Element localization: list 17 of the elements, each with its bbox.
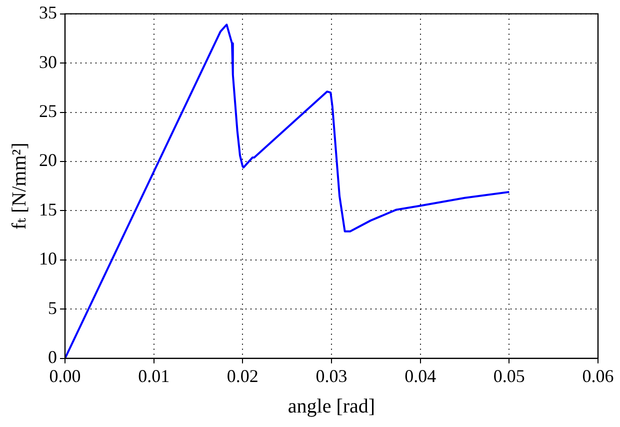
x-tick-label: 0.04 xyxy=(404,366,436,386)
y-axis-title: fₜ [N/mm²] xyxy=(8,142,30,230)
x-tick-label: 0.01 xyxy=(138,366,170,386)
x-axis-title: angle [rad] xyxy=(288,395,376,418)
x-tick-label: 0.00 xyxy=(49,366,81,386)
y-tick-label: 10 xyxy=(39,248,57,269)
y-tick-label: 25 xyxy=(39,100,57,121)
y-tick-label: 5 xyxy=(48,298,57,318)
x-tick-label: 0.02 xyxy=(226,366,258,386)
y-tick-label: 0 xyxy=(48,347,57,368)
y-tick-label: 30 xyxy=(39,52,57,72)
x-tick-label: 0.03 xyxy=(316,366,348,386)
y-tick-label: 20 xyxy=(39,150,57,170)
x-tick-label: 0.05 xyxy=(493,366,525,386)
y-tick-label: 35 xyxy=(39,2,57,23)
y-tick-label: 15 xyxy=(39,199,57,220)
x-tick-label: 0.06 xyxy=(582,366,614,386)
